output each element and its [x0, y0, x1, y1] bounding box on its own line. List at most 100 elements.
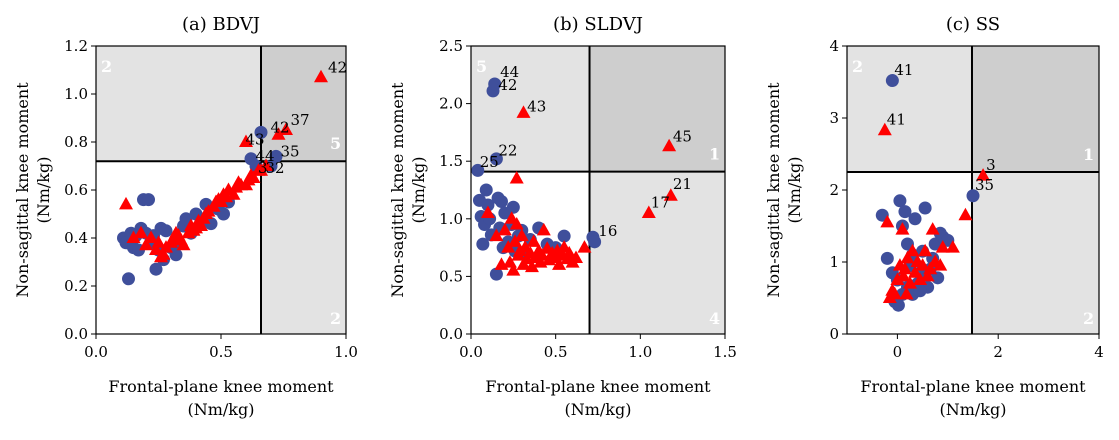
data-point-circle: [481, 198, 495, 212]
data-point-triangle: [920, 268, 935, 282]
data-point-triangle: [506, 263, 521, 276]
data-point-triangle: [641, 205, 656, 219]
point-label: 41: [894, 61, 913, 79]
data-point-triangle: [897, 261, 912, 275]
data-point-circle: [488, 77, 502, 91]
point-label: 3: [986, 156, 996, 174]
data-point-triangle: [895, 222, 910, 235]
data-point-triangle: [239, 134, 253, 147]
data-point-circle: [885, 74, 899, 88]
y-tick-label: 0.8: [64, 133, 88, 151]
y-axis-unit-label: (Nm/kg): [34, 157, 53, 224]
quadrant-number: 2: [1083, 309, 1094, 328]
data-point-triangle: [516, 105, 531, 118]
data-point-triangle: [151, 235, 166, 248]
x-tick-label: 2: [993, 343, 1003, 361]
x-axis-unit-label: (Nm/kg): [940, 400, 1007, 419]
data-point-circle: [898, 205, 912, 219]
data-point-circle: [913, 284, 927, 298]
quadrant-top-right: [589, 46, 725, 172]
data-point-triangle: [246, 170, 261, 183]
y-axis-label: Non-sagittal knee moment: [388, 82, 407, 298]
y-tick-label: 1.2: [64, 37, 88, 55]
data-point-triangle: [900, 250, 915, 264]
data-point-circle: [880, 251, 894, 265]
data-point-triangle: [880, 214, 895, 228]
data-point-triangle: [259, 158, 273, 171]
point-label: 42: [498, 76, 517, 94]
data-point-circle: [931, 271, 945, 285]
data-point-triangle: [508, 234, 523, 247]
point-label: 42: [271, 118, 290, 136]
y-axis-label: Non-sagittal knee moment: [13, 82, 32, 298]
y-tick-label: 2: [829, 181, 839, 199]
data-point-triangle: [176, 237, 191, 251]
quadrant-number: 1: [709, 145, 720, 164]
data-point-circle: [254, 125, 268, 139]
x-axis-label: Frontal-plane knee moment: [485, 377, 711, 396]
quadrant-number: 1: [1083, 145, 1094, 164]
data-point-triangle: [126, 230, 141, 243]
quadrant-top-left: [847, 46, 972, 172]
data-point-circle: [149, 262, 163, 276]
x-tick-label: 0: [893, 343, 903, 361]
quadrant-number: 2: [101, 57, 112, 76]
data-point-triangle: [887, 286, 902, 300]
point-label: 42: [328, 58, 347, 76]
x-axis-unit-label: (Nm/kg): [188, 400, 255, 419]
data-point-triangle: [509, 170, 524, 184]
x-tick-label: 1.0: [628, 343, 652, 361]
point-label: 16: [598, 222, 617, 240]
y-tick-label: 1: [829, 253, 839, 271]
data-point-circle: [169, 248, 183, 262]
y-tick-label: 0.2: [64, 277, 88, 295]
data-point-triangle: [536, 222, 551, 236]
data-point-triangle: [915, 258, 930, 271]
x-tick-label: 0.0: [459, 343, 483, 361]
quadrant-number: 2: [330, 309, 341, 328]
data-point-circle: [918, 201, 932, 215]
data-point-triangle: [134, 225, 148, 239]
data-point-triangle: [497, 222, 512, 236]
y-tick-label: 1.5: [439, 152, 463, 170]
data-point-circle: [489, 152, 503, 166]
y-tick-label: 0.0: [64, 325, 88, 343]
quadrant-top-left: [471, 46, 590, 172]
point-label: 35: [975, 176, 994, 194]
data-point-triangle: [524, 259, 539, 273]
y-tick-label: 0: [829, 325, 839, 343]
data-point-triangle: [509, 217, 524, 230]
point-label: 44: [500, 63, 519, 81]
data-point-circle: [471, 163, 485, 177]
data-point-circle: [966, 189, 980, 203]
data-point-triangle: [194, 218, 208, 231]
data-point-triangle: [144, 230, 158, 243]
point-label: 22: [498, 141, 517, 159]
plot-frame: [470, 45, 726, 335]
data-point-circle: [122, 272, 135, 286]
x-axis-label: Frontal-plane knee moment: [860, 377, 1086, 396]
point-label: 37: [291, 111, 310, 129]
data-point-triangle: [903, 276, 917, 289]
data-point-triangle: [562, 245, 577, 259]
x-tick-label: 0.5: [544, 343, 568, 361]
x-tick-label: 1.5: [713, 343, 737, 361]
y-tick-label: 0.0: [439, 325, 463, 343]
data-point-triangle: [908, 265, 923, 278]
y-axis-label: Non-sagittal knee moment: [764, 82, 783, 298]
y-tick-label: 1.0: [64, 85, 88, 103]
data-point-circle: [506, 200, 520, 214]
data-point-triangle: [890, 272, 905, 285]
data-point-triangle: [501, 240, 516, 253]
data-point-triangle: [913, 272, 928, 285]
quadrant-number: 4: [709, 309, 720, 328]
data-point-triangle: [918, 243, 933, 257]
data-point-triangle: [935, 240, 950, 253]
x-tick-label: 1.0: [334, 343, 358, 361]
data-point-triangle: [156, 247, 171, 260]
data-point-triangle: [314, 69, 328, 83]
data-point-triangle: [925, 222, 940, 235]
quadrant-number: 5: [476, 57, 487, 76]
